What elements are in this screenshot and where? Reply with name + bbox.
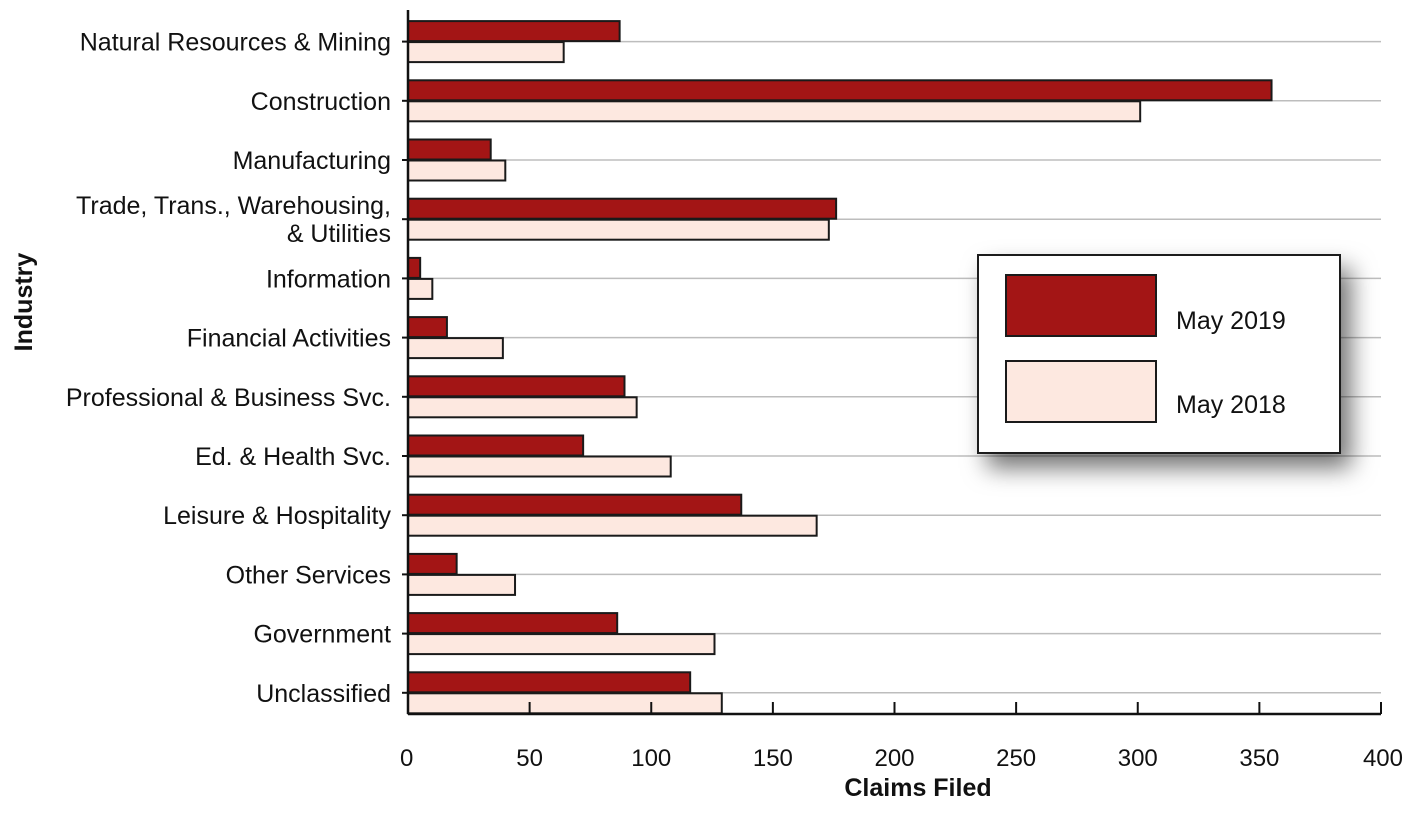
- category-label: Manufacturing: [233, 147, 391, 175]
- legend: May 2019 May 2018: [977, 254, 1341, 454]
- category-label: Financial Activities: [187, 325, 391, 353]
- bar-may-2019: [407, 256, 422, 279]
- x-tick-label: 300: [1118, 745, 1158, 772]
- bar-may-2019: [407, 138, 492, 161]
- bar-may-2018: [407, 218, 830, 241]
- bar-may-2019: [407, 552, 458, 575]
- x-axis: 0 50 100 150 200 250 300 350 400: [400, 10, 1403, 772]
- bar-may-2019: [407, 671, 692, 694]
- x-tick-label: 0: [400, 745, 413, 772]
- category-label: Information: [266, 265, 391, 293]
- category-label: & Utilities: [287, 220, 391, 248]
- bar-may-2018: [407, 337, 504, 360]
- category-label: Natural Resources & Mining: [80, 29, 391, 57]
- bar-may-2019: [407, 20, 621, 43]
- x-tick-label: 100: [631, 745, 671, 772]
- bar-may-2018: [407, 633, 716, 656]
- category-label: Professional & Business Svc.: [66, 384, 391, 412]
- legend-swatch: [1005, 360, 1157, 423]
- legend-swatch: [1005, 274, 1157, 337]
- bar-may-2019: [407, 375, 626, 398]
- category-label: Leisure & Hospitality: [163, 502, 391, 530]
- x-tick-label: 250: [996, 745, 1036, 772]
- bar-may-2019: [407, 612, 619, 635]
- bar-may-2018: [407, 277, 434, 300]
- category-label: Trade, Trans., Warehousing,: [76, 192, 391, 220]
- category-labels: Natural Resources & Mining Construction Ma…: [66, 29, 392, 708]
- bar-may-2018: [407, 41, 565, 64]
- bar-may-2018: [407, 692, 723, 715]
- x-axis-title: Claims Filed: [844, 774, 991, 802]
- category-label: Government: [253, 621, 391, 649]
- x-tick-label: 150: [753, 745, 793, 772]
- legend-label: May 2019: [1176, 307, 1286, 335]
- category-label: Construction: [251, 88, 391, 116]
- y-axis-title: Industry: [10, 253, 38, 352]
- x-tick-label: 400: [1363, 745, 1403, 772]
- bar-may-2019: [407, 434, 585, 457]
- category-label: Ed. & Health Svc.: [195, 443, 391, 471]
- bar-may-2019: [407, 493, 743, 516]
- legend-label: May 2018: [1176, 391, 1286, 419]
- x-tick-label: 200: [874, 745, 914, 772]
- bar-may-2018: [407, 100, 1142, 123]
- category-label: Other Services: [226, 561, 391, 589]
- bar-may-2019: [407, 197, 838, 220]
- bar-may-2019: [407, 79, 1273, 102]
- x-tick-label: 50: [516, 745, 543, 772]
- bar-may-2018: [407, 159, 507, 182]
- bar-may-2018: [407, 396, 638, 419]
- bar-may-2018: [407, 514, 818, 537]
- bar-may-2018: [407, 573, 517, 596]
- bar-may-2019: [407, 316, 448, 339]
- bar-may-2018: [407, 455, 672, 478]
- category-label: Unclassified: [256, 680, 391, 708]
- x-tick-label: 350: [1239, 745, 1279, 772]
